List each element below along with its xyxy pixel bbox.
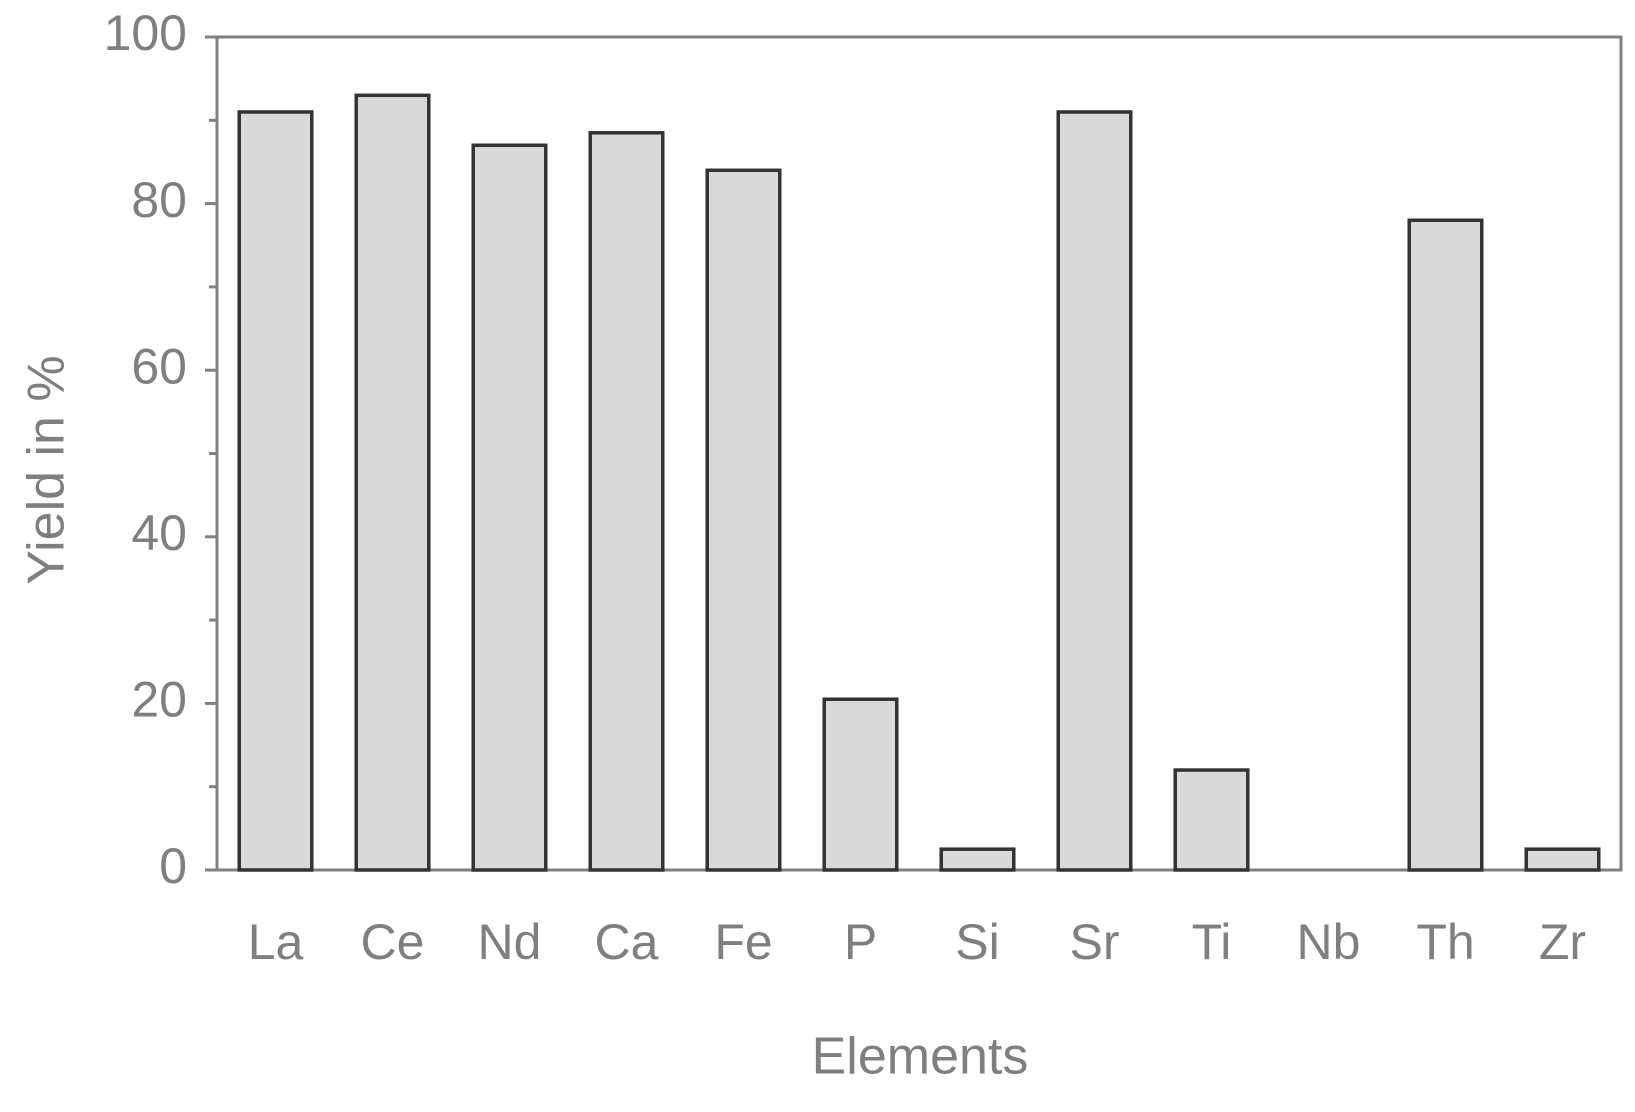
x-tick-label: Si (955, 914, 999, 970)
x-axis-title: Elements (812, 1028, 1029, 1086)
x-tick-label: Sr (1070, 914, 1120, 970)
x-tick-label: Nb (1297, 914, 1361, 970)
x-tick-label: Zr (1539, 914, 1586, 970)
y-tick-label: 0 (159, 838, 187, 894)
x-tick-label: Fe (714, 914, 772, 970)
y-tick-label: 20 (131, 672, 187, 728)
y-tick-label: 100 (104, 5, 187, 61)
bar (354, 93, 431, 872)
bar (1524, 847, 1601, 872)
bar (1407, 218, 1484, 872)
x-tick-label: P (844, 914, 877, 970)
bar (471, 143, 548, 872)
x-tick-label: Ce (361, 914, 425, 970)
y-axis-title: Yield in % (18, 355, 76, 584)
y-tick-label: 60 (131, 338, 187, 394)
x-tick-label: Th (1416, 914, 1474, 970)
bar (1173, 768, 1250, 872)
x-tick-label: Ti (1192, 914, 1232, 970)
bar (1056, 110, 1133, 872)
x-tick-label: La (248, 914, 304, 970)
y-tick-label: 40 (131, 505, 187, 561)
bar (237, 110, 314, 872)
x-tick-label: Nd (478, 914, 542, 970)
bar (822, 697, 899, 872)
bar (939, 847, 1016, 872)
bar (588, 131, 665, 872)
x-tick-label: Ca (595, 914, 659, 970)
y-tick-label: 80 (131, 172, 187, 228)
bar (705, 168, 782, 872)
